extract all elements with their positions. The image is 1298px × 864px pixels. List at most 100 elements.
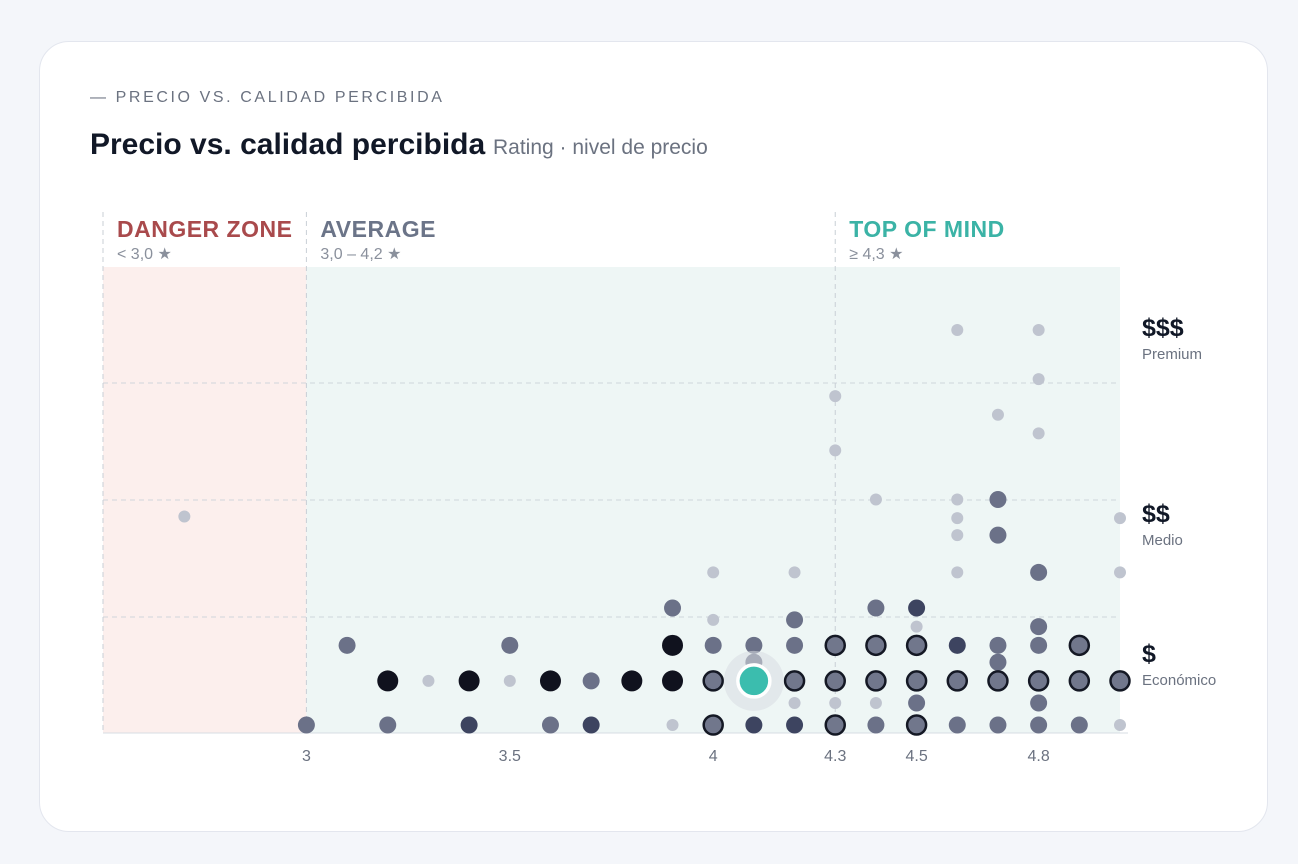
data-point [1030,636,1048,654]
data-point [704,636,722,654]
x-tick-label: 4.8 [1028,748,1050,765]
data-point [865,634,887,657]
data-point [786,611,804,629]
price-label-2: Medio [1142,532,1183,549]
price-symbol-3: $$$ [1142,314,1184,342]
data-point [786,636,804,654]
data-point [824,670,846,692]
data-point [824,714,846,736]
data-point [987,670,1009,692]
data-point [989,526,1007,544]
data-point [865,670,887,692]
data-point [905,634,928,657]
zone-label-average: AVERAGE [320,216,436,242]
data-point [379,716,397,734]
data-point [460,716,478,734]
x-tick-label: 4.5 [905,748,927,765]
data-point [458,670,480,692]
data-point [951,529,964,542]
data-point [788,696,801,709]
data-point [1032,324,1045,336]
data-point [946,670,969,692]
chart-title: Precio vs. calidad percibida [90,128,486,161]
data-point [989,716,1007,734]
data-point [905,714,928,736]
data-point [1114,512,1126,525]
x-tick-label: 4.3 [824,748,846,765]
data-point [745,716,763,734]
zone-range-top: ≥ 4,3 ★ [849,246,903,263]
data-point [1032,427,1045,440]
data-point [829,696,842,709]
data-point [989,636,1007,654]
data-point [948,716,966,734]
data-point [178,510,191,523]
data-point [1030,563,1048,581]
data-point [1070,716,1088,734]
zone-range-average: 3,0 – 4,2 ★ [320,246,401,263]
data-point [829,444,842,457]
data-point [422,674,435,687]
data-point [951,493,964,506]
data-point [948,636,966,654]
data-point [297,716,315,734]
data-point [989,491,1007,509]
data-point [745,636,763,654]
data-point [707,613,720,626]
price-symbol-2: $$ [1142,500,1170,528]
data-point [905,670,928,692]
zone-range-danger: < 3,0 ★ [117,246,172,263]
data-point [989,653,1007,671]
data-point [951,324,964,336]
data-point [707,566,720,579]
zone-label-top: TOP OF MIND [849,216,1004,242]
data-point [702,714,724,736]
data-point [824,634,846,657]
data-point [662,634,684,656]
data-point [503,674,516,687]
data-point [1032,373,1045,386]
data-point [951,512,964,525]
data-point [338,636,356,654]
data-point [1068,670,1091,692]
data-point [951,566,964,579]
data-point [991,408,1004,421]
data-point [1109,670,1131,692]
data-point [377,670,399,692]
data-point [1114,566,1126,579]
data-point [662,670,684,692]
data-point [1114,719,1126,731]
data-point [666,719,679,731]
data-point [702,670,724,692]
data-point [829,390,842,403]
data-point [908,694,926,712]
data-point [664,599,682,617]
data-point [910,620,923,633]
x-tick-label: 4 [709,748,718,765]
price-label-1: Económico [1142,672,1216,689]
price-symbol-1: $ [1142,640,1156,668]
data-point [1068,634,1091,657]
data-point [1027,670,1050,692]
data-point [501,636,519,654]
data-point [788,566,801,579]
data-point [621,670,643,692]
data-point [582,716,600,734]
data-point [869,493,882,506]
data-point [786,716,804,734]
data-point [783,670,806,692]
chart-subtitle: Rating · nivel de precio [493,136,708,159]
data-point [867,716,885,734]
highlight-point [736,663,772,699]
x-tick-label: 3 [302,748,311,765]
data-point [908,599,926,617]
data-point [867,599,885,617]
price-label-3: Premium [1142,346,1202,363]
data-point [1030,716,1048,734]
data-point [582,672,600,690]
data-point [1030,694,1048,712]
data-point [541,716,559,734]
data-point [1030,618,1048,636]
eyebrow-label: — PRECIO VS. CALIDAD PERCIBIDA [90,89,445,106]
